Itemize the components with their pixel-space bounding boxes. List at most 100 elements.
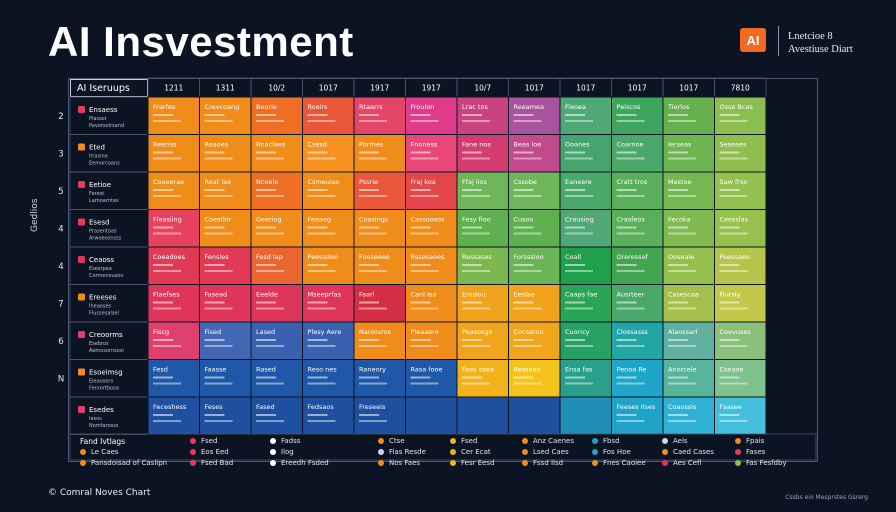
cell-detail-bar	[256, 376, 276, 379]
cell-detail-bar	[616, 301, 637, 304]
column-header-label: 7810	[731, 84, 750, 93]
footer-caption: © Comral Noves Chart	[48, 488, 151, 498]
cell-detail-bar	[359, 151, 379, 154]
ai-logo-icon: AI	[740, 28, 766, 52]
cell-label: Crausing	[565, 216, 594, 224]
cell-detail-bar	[359, 307, 387, 310]
row-sub1: Esesrpea	[89, 266, 112, 272]
legend-dot-icon	[522, 449, 528, 455]
cell-detail-bar	[616, 195, 645, 197]
legend-item: Aes Cefl	[662, 459, 701, 467]
cell-detail-bar	[668, 376, 688, 379]
cell-label: Oreressof	[617, 253, 649, 261]
cell-label: Seseaes	[720, 141, 747, 149]
row-number: 3	[58, 150, 63, 160]
column-header-label: 10/7	[474, 84, 491, 93]
cell-detail-bar	[719, 414, 740, 416]
legend-dot-icon	[735, 460, 741, 466]
row-name: Esoeimsg	[89, 369, 123, 377]
cell-label: Pssrie	[359, 178, 378, 186]
cell-detail-bar	[256, 382, 284, 385]
cell-detail-bar	[462, 232, 490, 235]
cell-detail-bar	[204, 264, 225, 266]
cell-detail-bar	[153, 157, 181, 160]
cell-detail-bar	[513, 307, 542, 310]
cell-label: Lased	[256, 328, 275, 336]
cell-detail-bar	[565, 120, 593, 122]
legend-item: Ilog	[270, 448, 294, 456]
cell-detail-bar	[616, 157, 645, 160]
legend-dot-icon	[80, 449, 86, 455]
cell-label: Coestlor	[205, 216, 232, 224]
cell-detail-bar	[359, 264, 379, 266]
cell-label: Peiscos	[617, 103, 641, 111]
row-number: N	[58, 375, 64, 385]
row-name: Ceaoss	[89, 256, 114, 264]
cell-detail-bar	[204, 307, 233, 310]
cell-detail-bar	[410, 270, 439, 272]
cell-detail-bar	[410, 301, 431, 304]
cell-label: Reat lae	[205, 178, 232, 186]
legend-item: Nos Faes	[378, 459, 420, 467]
cell-label: Faes osea	[462, 366, 494, 374]
legend-label: Nos Faes	[389, 459, 421, 467]
cell-label: Frarfes	[153, 103, 176, 111]
row-number: 4	[58, 262, 63, 272]
legend-dot-icon	[662, 460, 668, 466]
cell-label: Ressoeo	[514, 366, 541, 374]
legend-label: Fas Fesfdby	[746, 459, 787, 467]
cell-detail-bar	[410, 232, 439, 235]
cell-label: Ressases	[462, 253, 492, 261]
cell-label: Peessaeo	[720, 253, 750, 261]
cell-detail-bar	[307, 307, 336, 310]
cell-detail-bar	[153, 339, 173, 341]
cell-label: Porrnes	[359, 141, 384, 149]
cell-detail-bar	[153, 345, 181, 347]
legend-dot-icon	[270, 460, 276, 466]
cell-detail-bar	[668, 232, 696, 235]
cell-detail-bar	[462, 189, 482, 191]
cell-label: Coall	[565, 253, 581, 261]
legend-item: Anz Caenes	[522, 437, 574, 445]
cell-label: Feeaeg	[308, 216, 332, 224]
column-header-label: 1917	[422, 84, 441, 93]
cell-detail-bar	[668, 414, 688, 416]
cell-label: Caaps fae	[565, 291, 597, 299]
cell-label: Mseeprfas	[308, 291, 342, 299]
legend-dot-icon	[270, 449, 276, 455]
cell-label: Rasa fooe	[411, 366, 443, 374]
cell-label: Fleasiing	[153, 216, 182, 224]
cell-label: Fensles	[205, 253, 230, 261]
cell-detail-bar	[410, 307, 439, 310]
cell-detail-bar	[462, 270, 490, 272]
cell-detail-bar	[513, 339, 534, 341]
cell-label: Clossasss	[617, 328, 649, 336]
cell-label: Ncoele	[256, 178, 278, 186]
cell-detail-bar	[616, 189, 637, 191]
legend-label: Fases	[746, 448, 766, 456]
legend-item: Fsed	[190, 437, 217, 445]
cell-detail-bar	[513, 189, 534, 191]
heatmap-cell	[714, 321, 767, 360]
cell-detail-bar	[565, 232, 593, 235]
cell-detail-bar	[256, 414, 276, 416]
cell-detail-bar	[719, 307, 748, 310]
cell-detail-bar	[616, 232, 645, 235]
cell-detail-bar	[462, 151, 482, 154]
cell-detail-bar	[204, 270, 233, 272]
cell-label: Osse Bcas	[720, 103, 754, 111]
cell-detail-bar	[153, 301, 173, 304]
legend-dot-icon	[522, 460, 528, 466]
cell-detail-bar	[565, 264, 585, 266]
cell-detail-bar	[153, 189, 173, 191]
legend-dot-icon	[190, 460, 196, 466]
cell-detail-bar	[256, 189, 276, 191]
cell-label: Plesy Aere	[308, 328, 342, 336]
cell-label: Peasosgo	[462, 328, 493, 336]
cell-label: Peessdeo	[308, 253, 339, 261]
legend-item: Fsed	[450, 437, 477, 445]
cell-label: Fasead	[205, 291, 228, 299]
cell-detail-bar	[668, 382, 696, 385]
cell-label: Fised	[205, 328, 222, 336]
